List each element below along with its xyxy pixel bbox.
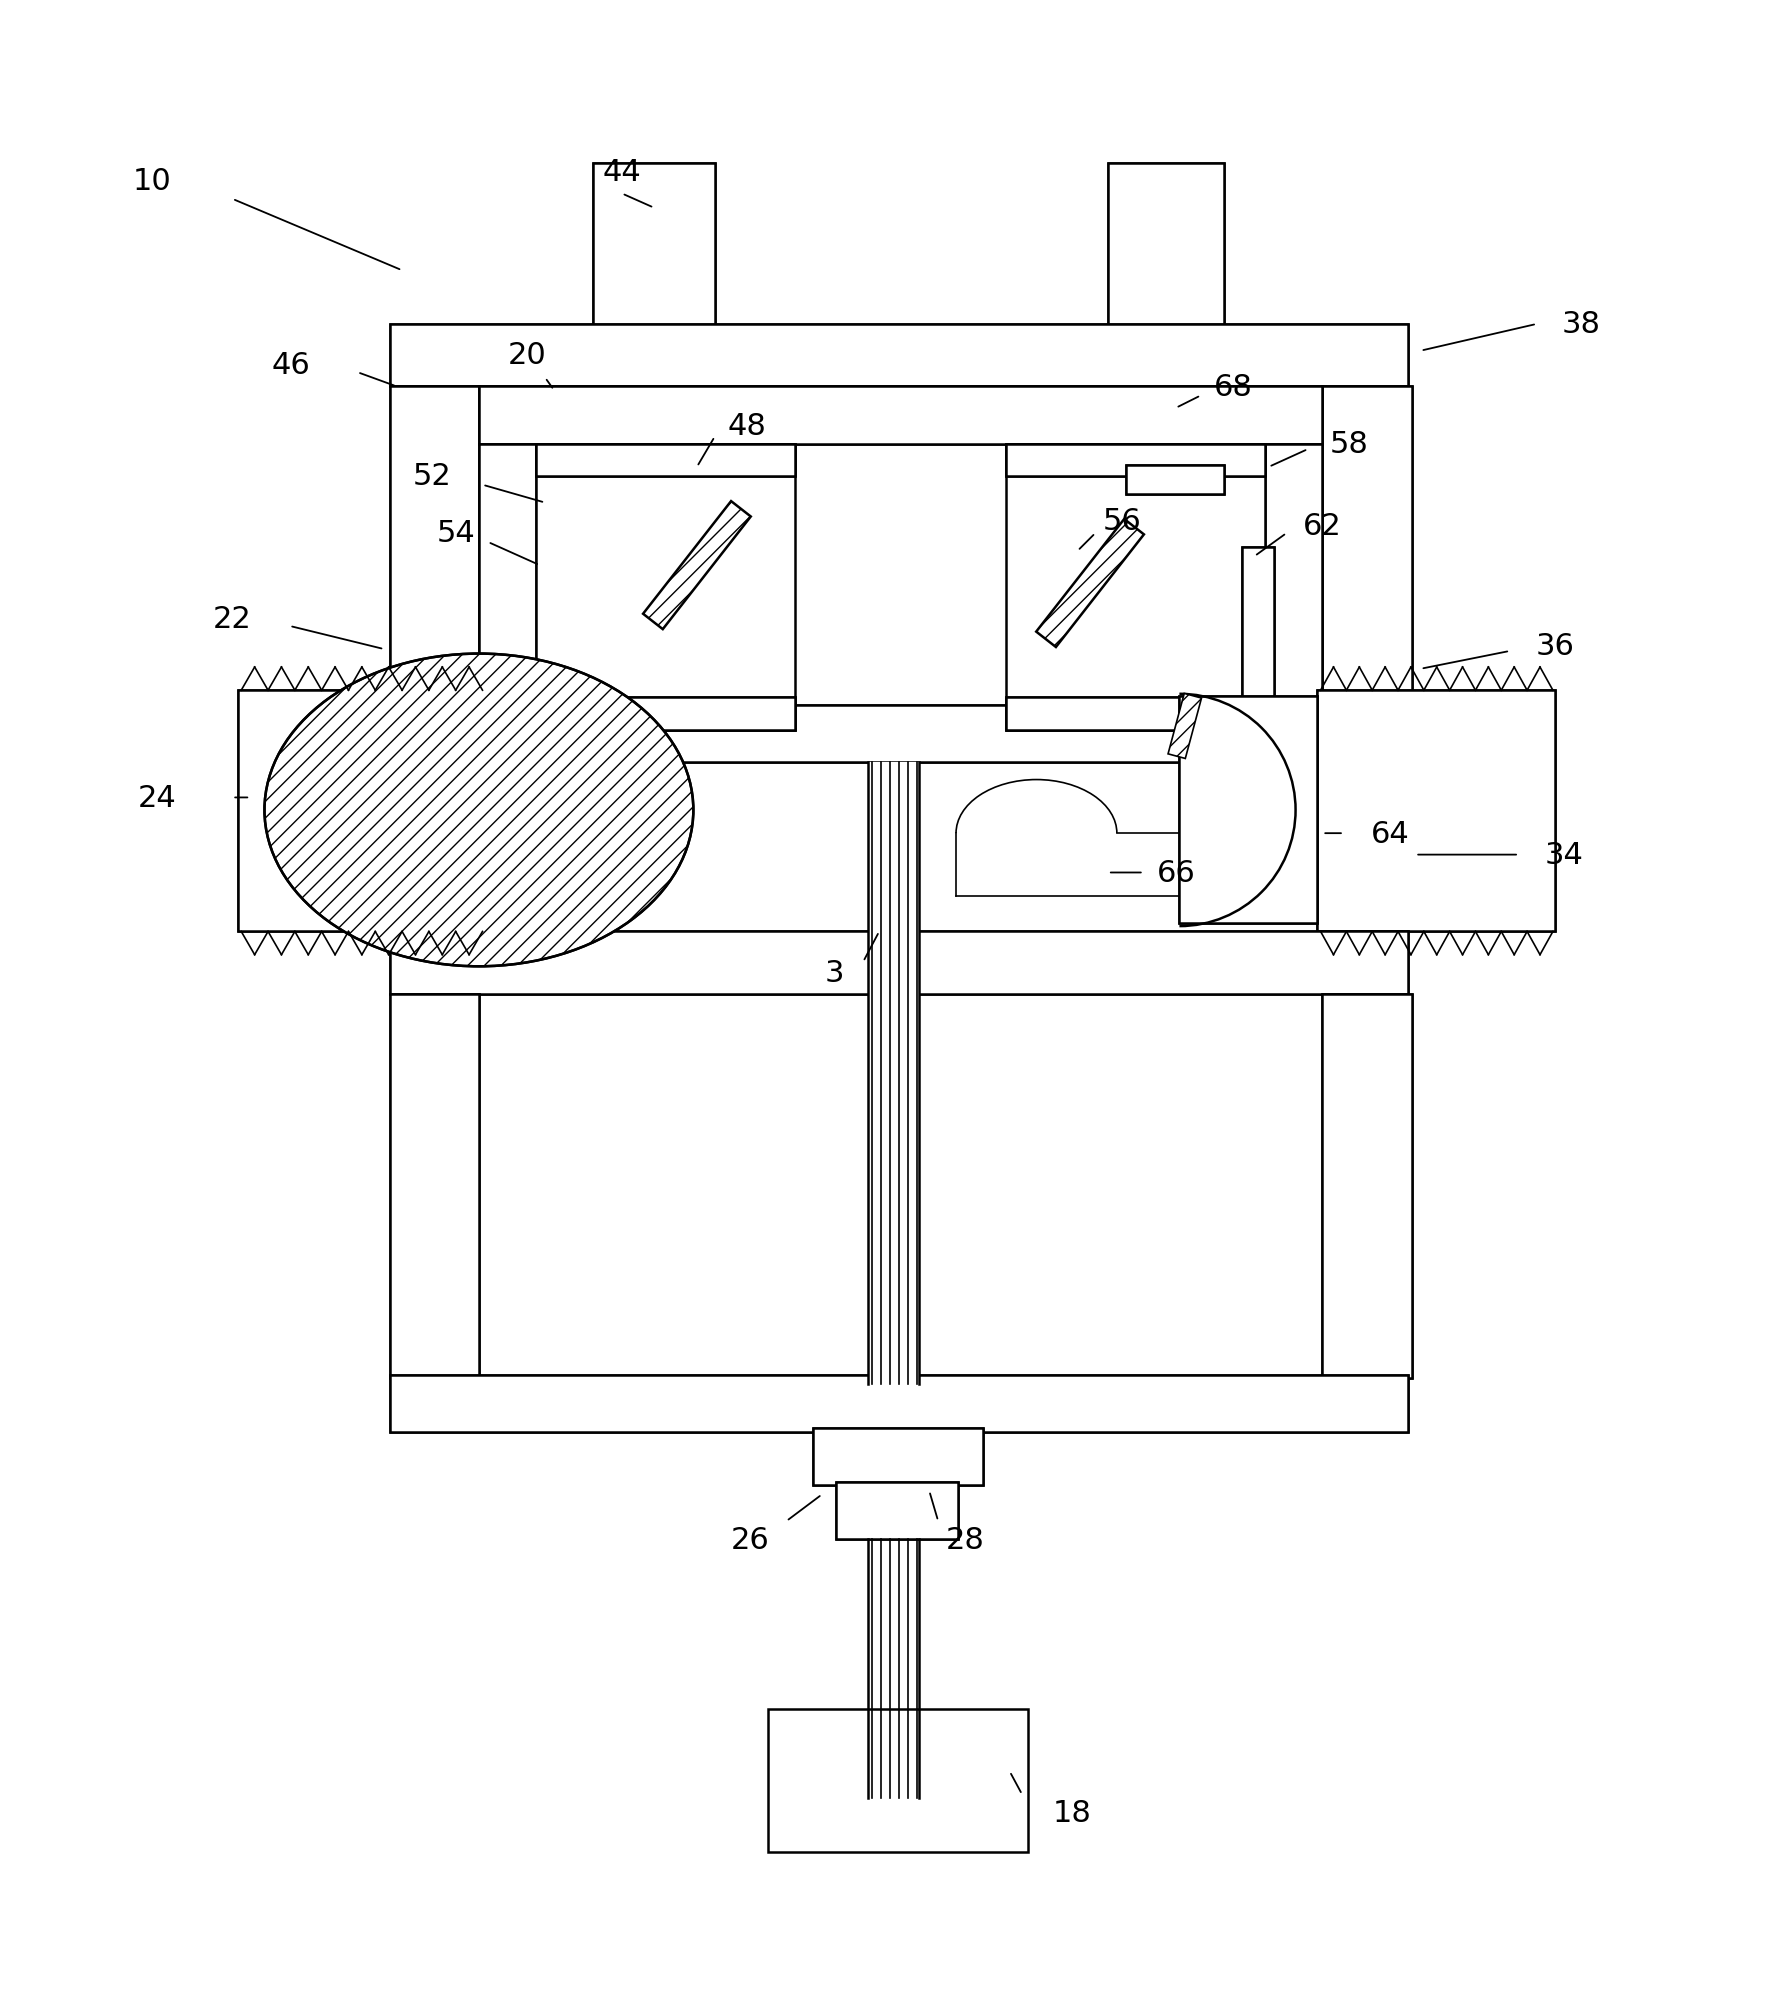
Text: 24: 24	[138, 784, 177, 814]
Bar	[1242, 549, 1274, 700]
Bar	[813, 1428, 983, 1486]
Bar	[479, 388, 1322, 444]
Text: 56: 56	[1103, 507, 1142, 535]
Text: 44: 44	[602, 159, 642, 187]
Bar	[479, 444, 536, 706]
Bar	[593, 163, 715, 334]
Bar	[390, 1374, 1408, 1432]
Bar	[1006, 698, 1265, 730]
Bar	[836, 1482, 958, 1539]
Text: 68: 68	[1213, 372, 1253, 402]
Bar	[238, 690, 484, 933]
Polygon shape	[1169, 694, 1201, 760]
Text: 46: 46	[272, 352, 311, 380]
Bar	[1317, 690, 1555, 933]
Bar	[1322, 994, 1412, 1378]
Bar	[1006, 444, 1265, 477]
Text: 18: 18	[1053, 1798, 1092, 1828]
Bar	[390, 994, 479, 1378]
Bar	[390, 1374, 1408, 1432]
Bar	[390, 324, 1408, 388]
Bar	[390, 994, 479, 1378]
Bar	[390, 933, 1408, 994]
Text: 34: 34	[1544, 841, 1583, 869]
Text: 48: 48	[727, 412, 767, 442]
Text: 66: 66	[1156, 859, 1196, 887]
Bar	[536, 444, 795, 477]
Bar	[390, 388, 479, 780]
Text: 26: 26	[731, 1526, 770, 1553]
Bar	[479, 706, 1322, 762]
Text: 62: 62	[1303, 511, 1342, 541]
Text: 28: 28	[945, 1526, 985, 1553]
Text: 10: 10	[132, 167, 172, 197]
Bar	[1317, 690, 1555, 933]
Ellipse shape	[264, 654, 693, 967]
Bar	[1006, 698, 1265, 730]
Text: 52: 52	[413, 461, 452, 491]
Bar	[768, 1709, 1028, 1852]
Bar	[1265, 444, 1322, 706]
Bar	[479, 388, 1322, 444]
Text: 64: 64	[1371, 819, 1410, 847]
Bar	[536, 698, 795, 730]
Bar	[1006, 444, 1265, 730]
Text: 22: 22	[213, 605, 252, 634]
Bar	[536, 444, 795, 730]
Bar	[1322, 994, 1412, 1378]
Bar	[479, 444, 536, 706]
Bar	[238, 690, 484, 933]
Bar	[479, 706, 1322, 762]
Bar	[1179, 696, 1317, 923]
Bar	[1006, 444, 1265, 477]
Text: 38: 38	[1562, 310, 1601, 340]
Bar	[836, 1482, 958, 1539]
Bar	[593, 163, 715, 334]
Bar	[390, 933, 1408, 994]
Polygon shape	[643, 501, 751, 631]
Polygon shape	[1036, 519, 1144, 648]
Bar	[390, 388, 479, 780]
Bar	[1322, 388, 1412, 780]
Bar	[390, 324, 1408, 388]
Bar	[1322, 388, 1412, 780]
Bar	[536, 698, 795, 730]
Bar	[1108, 163, 1224, 334]
Bar	[868, 762, 919, 1384]
Text: 54: 54	[436, 519, 475, 549]
Bar	[1179, 696, 1317, 923]
Bar	[1126, 465, 1224, 495]
Bar	[1265, 444, 1322, 706]
Bar	[1242, 549, 1274, 700]
Text: 3: 3	[826, 959, 843, 989]
Bar	[813, 1428, 983, 1486]
Text: 20: 20	[508, 340, 547, 370]
Bar	[536, 444, 795, 477]
Bar	[1126, 465, 1224, 495]
Bar	[1108, 163, 1224, 334]
Text: 36: 36	[1535, 633, 1574, 660]
Text: 58: 58	[1330, 430, 1369, 459]
